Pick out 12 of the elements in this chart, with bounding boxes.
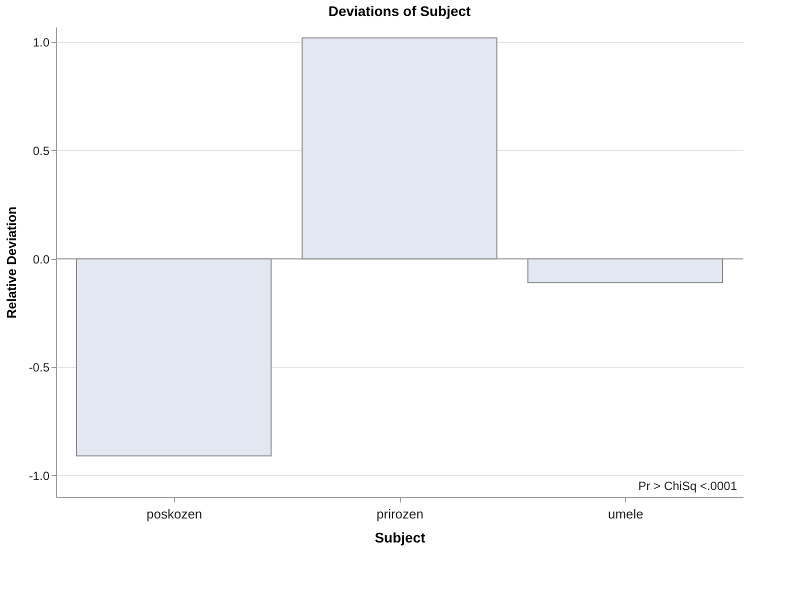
x-tick-label: prirozen <box>376 506 424 522</box>
chart-title: Deviations of Subject <box>328 3 472 19</box>
y-tick-label: 1.0 <box>32 36 50 50</box>
x-tick-label: poskozen <box>146 506 202 522</box>
y-tick-label: 0.0 <box>32 252 50 266</box>
y-tick-label: -0.5 <box>28 360 50 375</box>
x-tick-label: umele <box>608 506 644 522</box>
y-tick-label: 0.5 <box>32 144 50 158</box>
x-axis-title: Subject <box>374 530 426 546</box>
y-tick-label: -1.0 <box>28 468 50 483</box>
y-axis-title: Relative Deviation <box>4 206 19 318</box>
annotation: Pr > ChiSq <.0001 <box>638 479 738 493</box>
